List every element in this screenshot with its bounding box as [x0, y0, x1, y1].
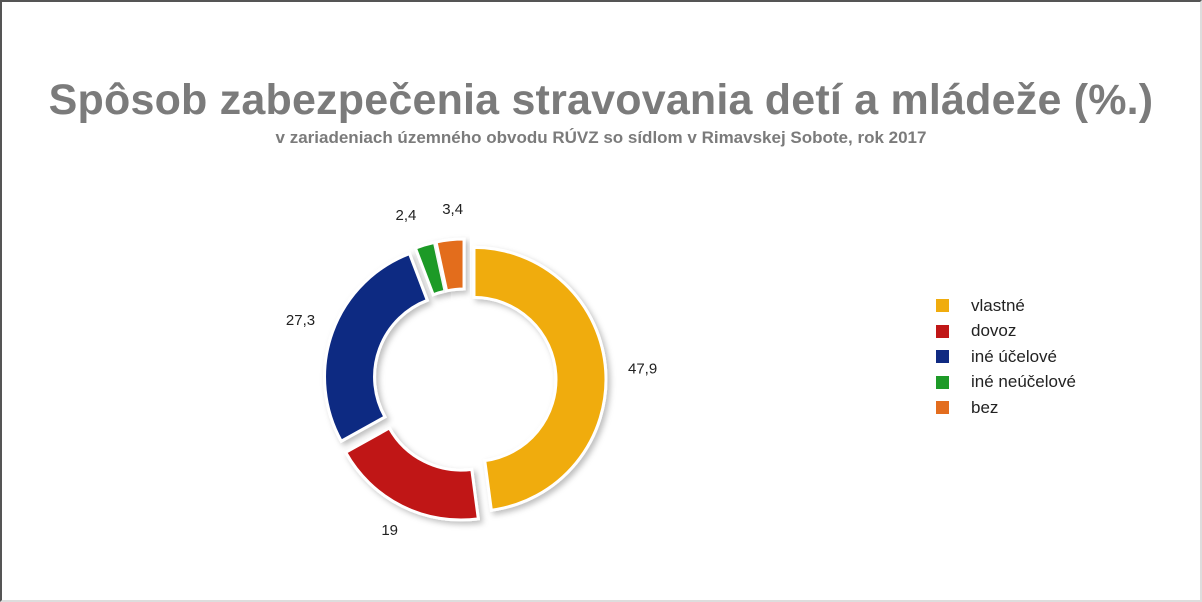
legend-label: vlastné	[971, 295, 1025, 315]
legend-label: iné účelové	[971, 346, 1058, 366]
legend-item-ine-neucelove: iné neúčelové	[936, 370, 1076, 396]
legend-swatch	[936, 299, 949, 313]
data-label: 2,4	[396, 207, 417, 224]
data-label: 19	[381, 522, 398, 539]
data-label: 27,3	[286, 312, 315, 329]
slice-dovoz	[343, 425, 481, 522]
data-label: 3,4	[442, 201, 463, 218]
data-label: 47,9	[628, 360, 657, 377]
slice-iné-účelové	[323, 251, 430, 444]
legend-item-ine-ucelove: iné účelové	[936, 344, 1076, 370]
slice-bez	[434, 237, 466, 293]
legend-swatch	[936, 401, 949, 415]
legend-label: bez	[971, 397, 999, 417]
slice-vlastné	[472, 245, 608, 512]
legend-swatch	[936, 324, 949, 338]
slice-iné-neúčelové	[413, 240, 447, 297]
legend-swatch	[936, 350, 949, 364]
legend-item-dovoz: dovoz	[936, 319, 1076, 345]
legend-label: iné neúčelové	[971, 372, 1076, 392]
legend: vlastné dovoz iné účelové iné neúčelové …	[936, 293, 1076, 421]
chart-title: Spôsob zabezpečenia stravovania detí a m…	[48, 76, 1154, 124]
legend-item-bez: bez	[936, 395, 1076, 421]
legend-item-vlastne: vlastné	[936, 293, 1076, 319]
legend-swatch	[936, 375, 949, 389]
chart-subtitle: v zariadeniach územného obvodu RÚVZ so s…	[275, 128, 927, 147]
legend-label: dovoz	[971, 321, 1017, 341]
